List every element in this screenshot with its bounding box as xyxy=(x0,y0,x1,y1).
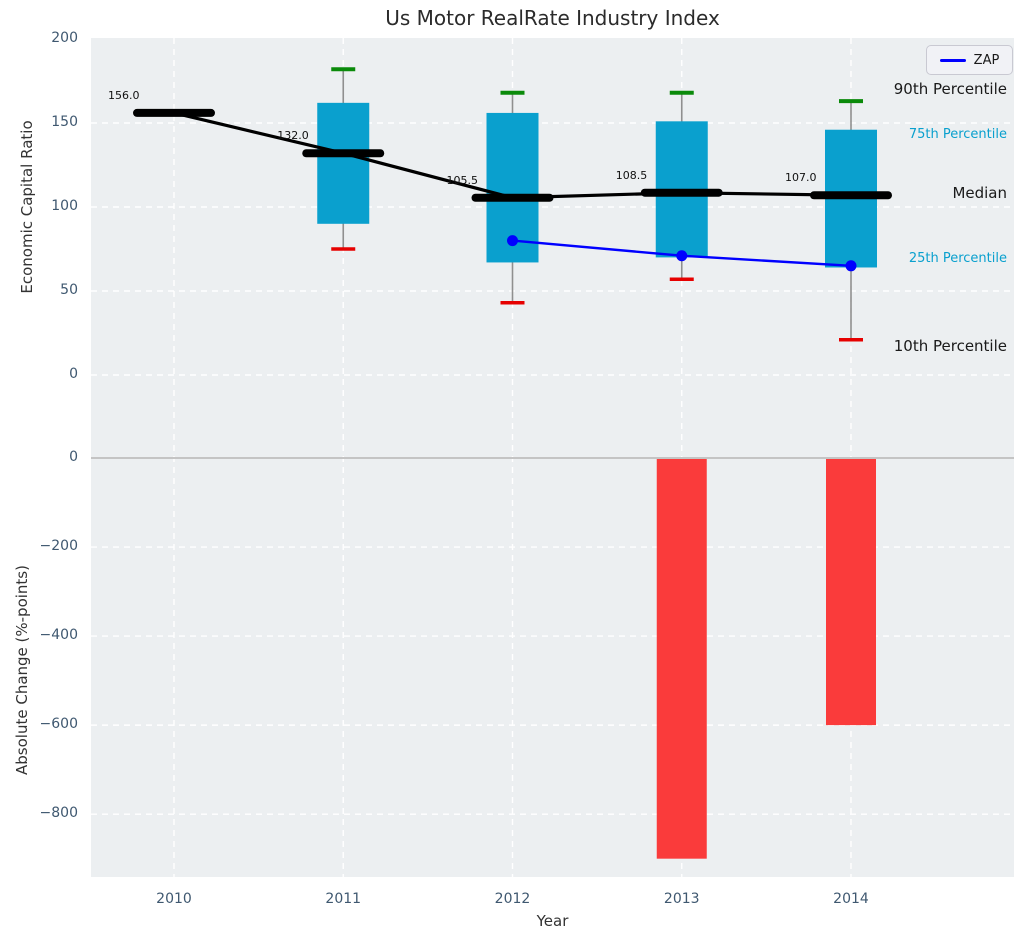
xtick-2014: 2014 xyxy=(811,891,891,907)
x-axis-label: Year xyxy=(91,912,1014,930)
median-annotation-2014: 107.0 xyxy=(785,171,817,184)
ytick-bottom--200: −200 xyxy=(0,538,78,554)
label-25th-percentile: 25th Percentile xyxy=(909,251,1007,266)
label-median: Median xyxy=(952,184,1007,202)
ytick-bottom--600: −600 xyxy=(0,716,78,732)
figure: Us Motor RealRate Industry Index Economi… xyxy=(0,0,1029,942)
legend: ZAP xyxy=(926,45,1013,75)
ytick-bottom--800: −800 xyxy=(0,805,78,821)
xtick-2013: 2013 xyxy=(642,891,722,907)
ytick-top-100: 100 xyxy=(0,198,78,214)
ytick-top-50: 50 xyxy=(0,282,78,298)
ytick-top-200: 200 xyxy=(0,30,78,46)
median-annotation-2013: 108.5 xyxy=(616,169,648,182)
ytick-top-0: 0 xyxy=(0,366,78,382)
xtick-2012: 2012 xyxy=(473,891,553,907)
plot-area xyxy=(91,38,1014,877)
median-annotation-2010: 156.0 xyxy=(108,89,140,102)
label-75th-percentile: 75th Percentile xyxy=(909,127,1007,142)
legend-zap-label: ZAP xyxy=(974,53,1000,68)
ytick-top-150: 150 xyxy=(0,114,78,130)
xtick-2011: 2011 xyxy=(303,891,383,907)
label-90th-percentile: 90th Percentile xyxy=(894,80,1007,98)
ytick-bottom--400: −400 xyxy=(0,627,78,643)
xtick-2010: 2010 xyxy=(134,891,214,907)
legend-zap-line-icon xyxy=(940,59,966,62)
label-10th-percentile: 10th Percentile xyxy=(894,337,1007,355)
y-axis-label-bottom: Absolute Change (%-points) xyxy=(13,565,31,775)
chart-title: Us Motor RealRate Industry Index xyxy=(91,6,1014,30)
median-annotation-2011: 132.0 xyxy=(277,129,309,142)
median-annotation-2012: 105.5 xyxy=(447,174,479,187)
ytick-bottom-0: 0 xyxy=(0,449,78,465)
